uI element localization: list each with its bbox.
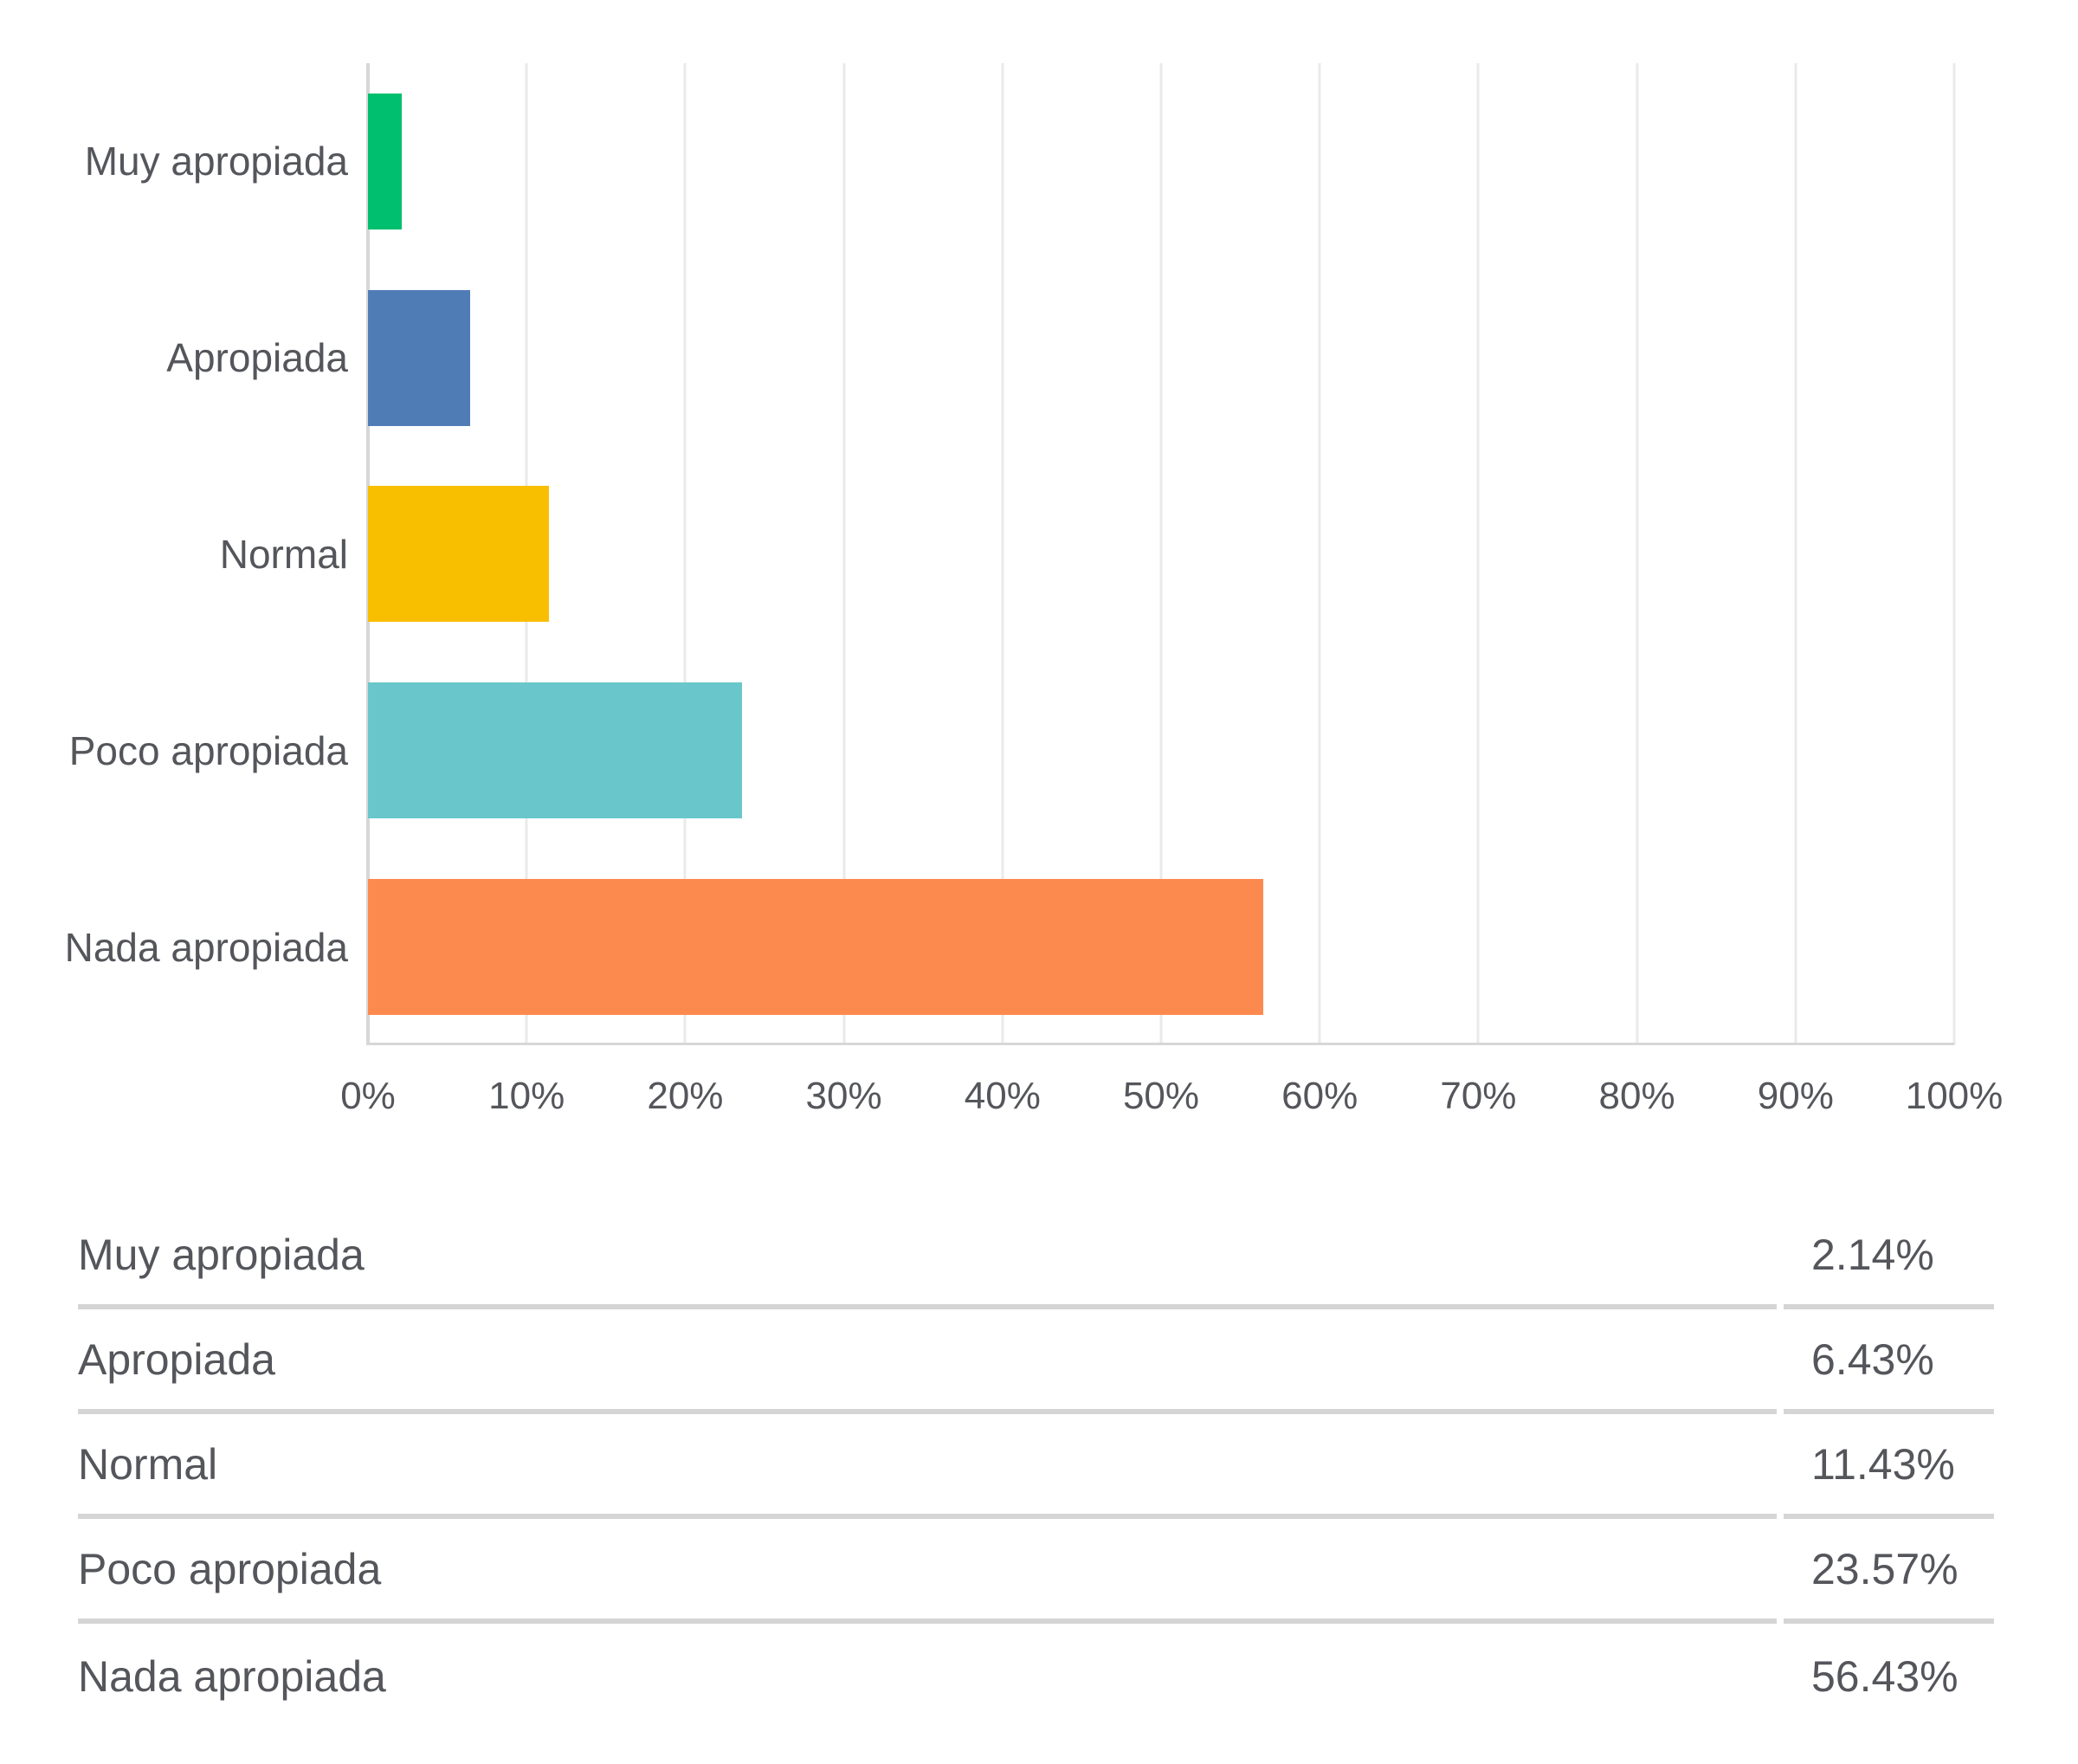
horizontal-bar-chart: Muy apropiada Apropiada Normal Poco apro… xyxy=(0,63,2003,1121)
table-row-value: 23.57% xyxy=(1784,1519,1994,1624)
table-row: Muy apropiada 2.14% xyxy=(0,1205,2078,1309)
bar-nada-apropiada[interactable] xyxy=(368,879,1263,1016)
category-label-apropiada: Apropiada xyxy=(166,335,348,381)
table-row: Normal 11.43% xyxy=(0,1414,2078,1519)
bar-muy-apropiada[interactable] xyxy=(368,93,403,229)
x-axis-baseline xyxy=(368,1043,1954,1045)
table-row-value: 56.43% xyxy=(1811,1651,1959,1701)
plot-area xyxy=(366,63,1956,1045)
gridline xyxy=(1952,63,1956,1045)
bar-apropiada[interactable] xyxy=(368,289,470,426)
bar-normal[interactable] xyxy=(368,486,550,623)
table-row-label: Apropiada xyxy=(78,1309,1777,1414)
bar-row xyxy=(368,456,1954,653)
gridline xyxy=(1476,63,1480,1045)
gridline xyxy=(1794,63,1797,1045)
table-row-value: 6.43% xyxy=(1784,1309,1994,1414)
x-tick-label: 0% xyxy=(340,1075,396,1117)
x-tick-label: 60% xyxy=(1281,1075,1358,1117)
gridline xyxy=(1636,63,1639,1045)
table-row-label: Poco apropiada xyxy=(78,1519,1777,1624)
bar-row xyxy=(368,260,1954,456)
bar-row xyxy=(368,849,1954,1045)
column-gap xyxy=(1777,1309,1784,1414)
gridline xyxy=(1318,63,1321,1045)
category-label-poco-apropiada: Poco apropiada xyxy=(68,727,348,773)
x-axis-tick-labels: 0% 10% 20% 30% 40% 50% 60% 70% 80% 90% 100% xyxy=(340,1072,2003,1121)
bar-poco-apropiada[interactable] xyxy=(368,682,742,819)
category-axis-labels: Muy apropiada Apropiada Normal Poco apro… xyxy=(0,63,348,1045)
table-row: Poco apropiada 23.57% xyxy=(0,1519,2078,1624)
column-gap xyxy=(1777,1624,1784,1728)
table-row-value: 11.43% xyxy=(1784,1414,1994,1519)
results-table: Muy apropiada 2.14% Apropiada 6.43% Norm… xyxy=(0,1205,2078,1728)
table-row-value: 2.14% xyxy=(1784,1205,1994,1309)
category-label-muy-apropiada: Muy apropiada xyxy=(84,139,348,184)
x-tick-label: 90% xyxy=(1757,1075,1834,1117)
category-label-nada-apropiada: Nada apropiada xyxy=(64,924,348,970)
x-tick-label: 50% xyxy=(1122,1075,1200,1117)
table-row-label: Muy apropiada xyxy=(78,1205,1777,1309)
table-row: Nada apropiada 56.43% xyxy=(0,1624,2078,1728)
gridline xyxy=(1159,63,1163,1045)
category-label-normal: Normal xyxy=(219,531,348,577)
x-tick-label: 30% xyxy=(805,1075,882,1117)
gridline xyxy=(842,63,846,1045)
column-gap xyxy=(1777,1205,1784,1309)
table-row-label: Normal xyxy=(78,1414,1777,1519)
x-tick-label: 40% xyxy=(964,1075,1041,1117)
x-tick-label: 20% xyxy=(647,1075,724,1117)
x-tick-label: 70% xyxy=(1440,1075,1517,1117)
gridline xyxy=(683,63,687,1045)
bar-row xyxy=(368,63,1954,260)
gridline xyxy=(1001,63,1004,1045)
column-gap xyxy=(1777,1519,1784,1624)
x-tick-label: 100% xyxy=(1905,1075,2004,1117)
bar-rows xyxy=(368,63,1954,1045)
table-row-label: Nada apropiada xyxy=(78,1651,386,1701)
bar-row xyxy=(368,652,1954,849)
x-tick-label: 10% xyxy=(488,1075,565,1117)
x-tick-label: 80% xyxy=(1598,1075,1675,1117)
table-row: Apropiada 6.43% xyxy=(0,1309,2078,1414)
column-gap xyxy=(1777,1414,1784,1519)
